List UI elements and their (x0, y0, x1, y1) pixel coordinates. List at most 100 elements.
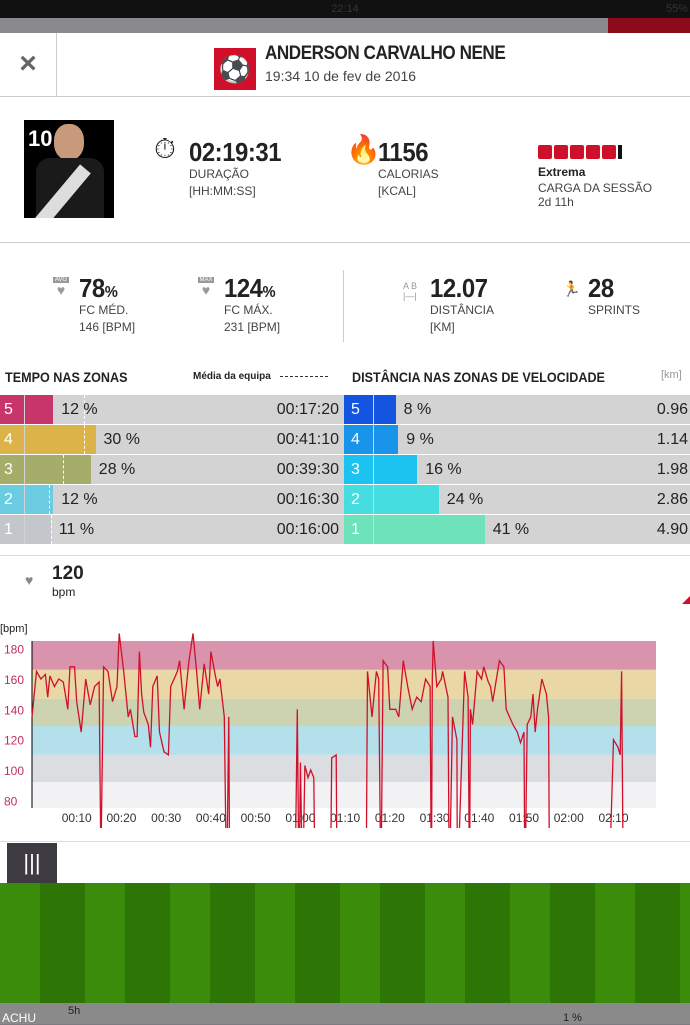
hr-avg-label: FC MÉD. (79, 303, 129, 317)
zone-time: 00:39:30 (276, 461, 339, 478)
zone-bar (25, 395, 54, 424)
x-tick-label: 01:20 (375, 811, 405, 825)
calories-label: CALORIAS (378, 167, 439, 181)
hr-zone-band (32, 698, 656, 727)
zone-percent: 28 % (98, 461, 136, 478)
background-accent (608, 18, 690, 33)
zone-distance: 1.14 (656, 431, 688, 448)
close-button[interactable]: × (0, 33, 57, 97)
zone-number: 2 (344, 485, 373, 514)
team-avg-marker (83, 395, 85, 424)
zone-number: 5 (0, 395, 24, 424)
zone-percent: 16 % (425, 461, 462, 478)
zone-distance: 1.98 (656, 461, 688, 478)
zone-time: 00:16:30 (276, 491, 339, 508)
zone-number: 4 (0, 425, 24, 454)
y-axis-label: [bpm] (0, 623, 28, 635)
zone-time: 00:41:10 (276, 431, 339, 448)
y-tick-label: 180 (4, 643, 24, 657)
x-tick-label: 02:10 (598, 811, 628, 825)
distance-value: 12.07 (430, 273, 488, 303)
zone-bar (374, 455, 418, 484)
zone-time: 00:17:20 (276, 401, 339, 418)
zone-distance: 4.90 (656, 521, 688, 538)
zone-percent: 41 % (492, 521, 530, 538)
zone-bar (374, 515, 485, 544)
x-tick-label: 00:10 (62, 811, 92, 825)
sprints-label: SPRINTS (588, 303, 641, 317)
session-load-bars (538, 145, 622, 164)
divider (0, 841, 690, 842)
hr-max-bpm: 231 [BPM] (224, 320, 281, 334)
hr-max-value: 124% (224, 273, 276, 303)
heart-max-icon: MAX ♥ (198, 277, 214, 298)
heart-avg-icon: AVG ♥ (53, 277, 69, 298)
distance-icon: A B |—| (403, 281, 418, 301)
y-tick-label: 160 (4, 673, 24, 687)
recovery-time: 2d 11h (538, 195, 574, 209)
speed-zone-row: 2 24 % 2.86 (344, 485, 690, 514)
zone-number: 2 (0, 485, 24, 514)
soccer-player-icon: ⚽ (214, 48, 256, 90)
zone-percent: 8 % (403, 401, 432, 418)
hr-readout-value: 120 (52, 563, 84, 584)
hr-zone-band (32, 726, 656, 755)
zone-number: 3 (344, 455, 373, 484)
zone-bar (374, 485, 439, 514)
hr-zone-row: 3 28 % 00:39:30 (0, 455, 344, 484)
distance-label: DISTÂNCIA (430, 303, 495, 317)
pitch-background (0, 883, 690, 1003)
zone-bar (374, 425, 399, 454)
hr-zone-band (32, 669, 656, 699)
speed-zones-title: DISTÂNCIA NAS ZONAS DE VELOCIDADE (352, 369, 605, 385)
zone-number: 1 (344, 515, 373, 544)
divider (0, 555, 690, 556)
x-tick-label: 00:20 (106, 811, 136, 825)
hr-readout-unit: bpm (52, 585, 76, 599)
team-avg-marker (62, 455, 64, 484)
player-photo: 10 (24, 120, 114, 218)
divider (343, 270, 344, 342)
x-tick-label: 01:30 (420, 811, 450, 825)
menu-icon: ||| (23, 850, 41, 875)
heart-rate-chart[interactable]: [bpm] 180 160 140 120 100 80 00:10 00:20 00:30 00:… (0, 613, 690, 833)
underlying-list: ACHU 5h 1 % (0, 1003, 690, 1025)
sprint-icon: 🏃 (562, 281, 581, 298)
y-tick-label: 80 (4, 794, 18, 808)
hr-zone-row: 5 12 % 00:17:20 (0, 395, 344, 424)
zone-percent: 11 % (58, 521, 95, 538)
divider (0, 242, 690, 243)
modal-header: × ⚽ ANDERSON CARVALHO NENE 19:34 10 de f… (0, 33, 690, 97)
hr-avg-value: 78% (79, 273, 118, 303)
speed-zone-row: 4 9 % 1.14 (344, 425, 690, 454)
underlay-load: 5h (68, 1005, 81, 1017)
zone-percent: 12 % (61, 401, 98, 418)
stopwatch-icon: ⏱ (154, 133, 176, 164)
heart-rate-line (31, 633, 624, 828)
underlay-player-name: ACHU (2, 1011, 37, 1025)
speed-zones-unit: [km] (661, 369, 682, 381)
zone-bar (25, 425, 96, 454)
session-load-label: CARGA DA SESSÃO (538, 181, 653, 195)
heart-icon: ♥ (25, 572, 34, 588)
player-name: ANDERSON CARVALHO NENE (265, 43, 506, 64)
close-icon: × (19, 47, 37, 80)
team-avg-marker (50, 515, 52, 544)
session-load-level: Extrema (538, 165, 586, 179)
zone-distance: 0.96 (656, 401, 688, 418)
menu-button[interactable]: ||| (7, 843, 57, 883)
x-tick-label: 00:50 (241, 811, 271, 825)
x-tick-label: 01:00 (285, 811, 315, 825)
zone-distance: 2.86 (656, 491, 688, 508)
calories-unit: [KCAL] (378, 184, 417, 198)
sprints-value: 28 (588, 273, 614, 303)
team-avg-marker (48, 485, 50, 514)
duration-label: DURAÇÃO (189, 167, 250, 181)
flame-icon: 🔥 (346, 134, 381, 165)
background-app (0, 18, 690, 33)
zone-percent: 12 % (61, 491, 98, 508)
x-tick-label: 01:10 (330, 811, 360, 825)
clock: 22:14 (331, 3, 359, 15)
duration-unit: [HH:MM:SS] (189, 184, 256, 198)
distance-unit: [KM] (430, 320, 455, 334)
